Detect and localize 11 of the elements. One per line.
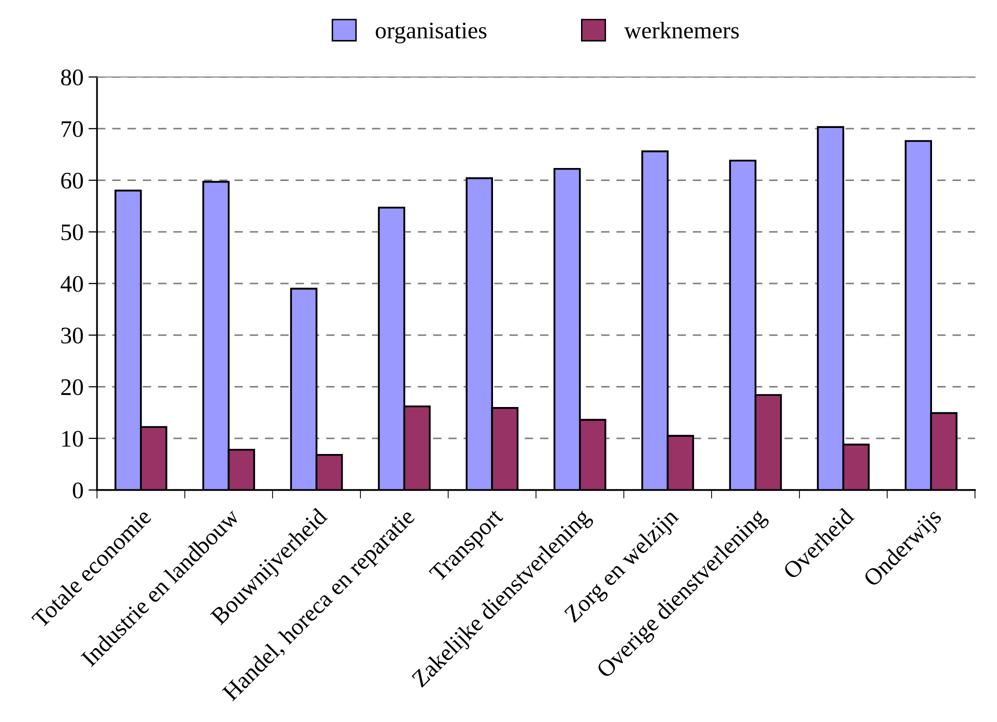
legend-label: werknemers — [624, 22, 739, 38]
legend-label: organisaties — [376, 22, 486, 44]
y-tick-label: 50 — [62, 224, 83, 240]
y-tick-label: 0 — [72, 482, 83, 498]
y-tick-label: 10 — [62, 430, 83, 447]
y-tick-label: 20 — [61, 379, 83, 396]
y-tick-label: 30 — [61, 328, 83, 344]
y-tick-label: 70 — [62, 121, 83, 138]
y-tick-label: 80 — [61, 69, 83, 86]
y-tick-label: 60 — [61, 172, 83, 189]
y-tick-label: 40 — [60, 276, 83, 292]
